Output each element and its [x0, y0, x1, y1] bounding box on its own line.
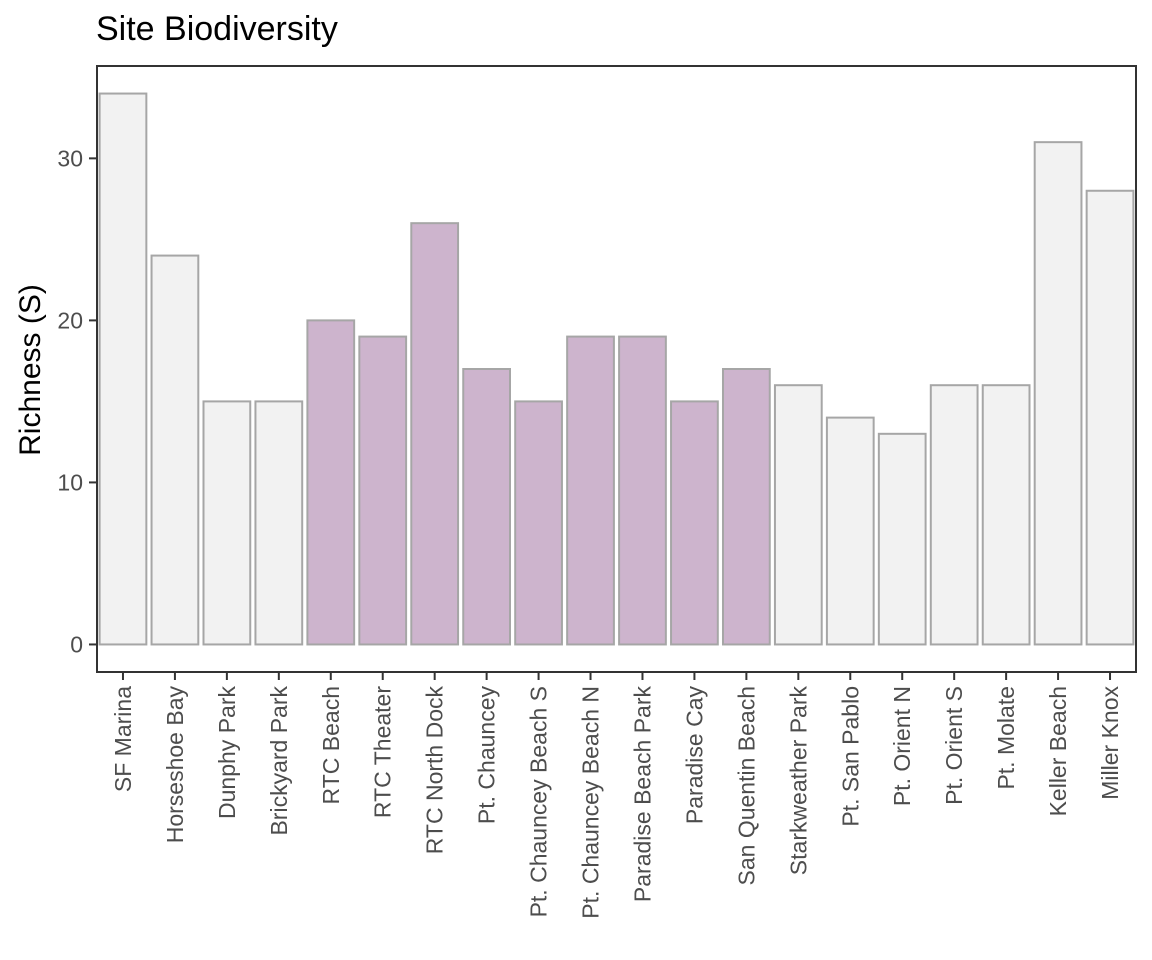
x-tick-label: Pt. San Pablo	[837, 686, 863, 827]
y-axis: 0 10 20 30	[57, 145, 97, 657]
x-tick-label: Pt. Chauncey Beach S	[526, 686, 552, 917]
x-tick-label: San Quentin Beach	[733, 686, 759, 885]
panel-border	[96, 65, 1137, 673]
x-tick-label: Miller Knox	[1097, 686, 1123, 800]
bar	[462, 368, 512, 646]
bar	[566, 335, 615, 646]
y-tick-label: 10	[57, 469, 83, 495]
bar	[773, 384, 823, 646]
x-tick-label: RTC Beach	[318, 686, 344, 804]
bar	[358, 335, 408, 646]
bar	[410, 222, 460, 646]
x-tick-label: SF Marina	[110, 686, 136, 792]
x-tick-label: Dunphy Park	[214, 686, 240, 819]
x-tick-label: Pt. Orient N	[889, 686, 915, 806]
x-tick-label: RTC Theater	[370, 686, 396, 818]
x-tick-label: Pt. Chauncey	[474, 686, 500, 825]
bar	[670, 400, 719, 646]
x-tick-label: Brickyard Park	[266, 686, 292, 836]
bar	[202, 400, 252, 646]
chart-title: Site Biodiversity	[96, 10, 338, 48]
bar	[825, 416, 875, 646]
y-tick-label: 0	[70, 631, 83, 657]
bar	[721, 368, 771, 646]
x-tick-label: Paradise Cay	[681, 686, 707, 825]
x-tick-label: Pt. Chauncey Beach N	[578, 686, 604, 919]
bar	[877, 432, 927, 646]
bar	[514, 400, 563, 646]
bar	[150, 254, 200, 646]
bar	[1033, 141, 1083, 646]
x-tick-label: RTC North Dock	[422, 686, 448, 855]
y-axis-label: Richness (S)	[14, 284, 47, 456]
bar	[929, 384, 979, 646]
bar	[981, 384, 1031, 646]
y-tick-label: 30	[57, 145, 83, 171]
x-axis: SF Marina Horseshoe Bay Dunphy Park Brickya…	[110, 672, 1123, 919]
x-tick-label: Keller Beach	[1045, 686, 1071, 816]
bar	[98, 92, 148, 646]
bar	[618, 335, 667, 646]
x-tick-label: Paradise Beach Park	[629, 686, 655, 903]
x-tick-label: Pt. Orient S	[941, 686, 967, 805]
bar	[1085, 189, 1135, 646]
x-tick-label: Starkweather Park	[785, 686, 811, 876]
y-tick-label: 20	[57, 307, 83, 333]
bar	[306, 319, 356, 646]
bars-layer	[98, 92, 1135, 646]
x-tick-label: Horseshoe Bay	[162, 686, 188, 844]
bar	[254, 400, 304, 646]
x-tick-label: Pt. Molate	[993, 686, 1019, 790]
